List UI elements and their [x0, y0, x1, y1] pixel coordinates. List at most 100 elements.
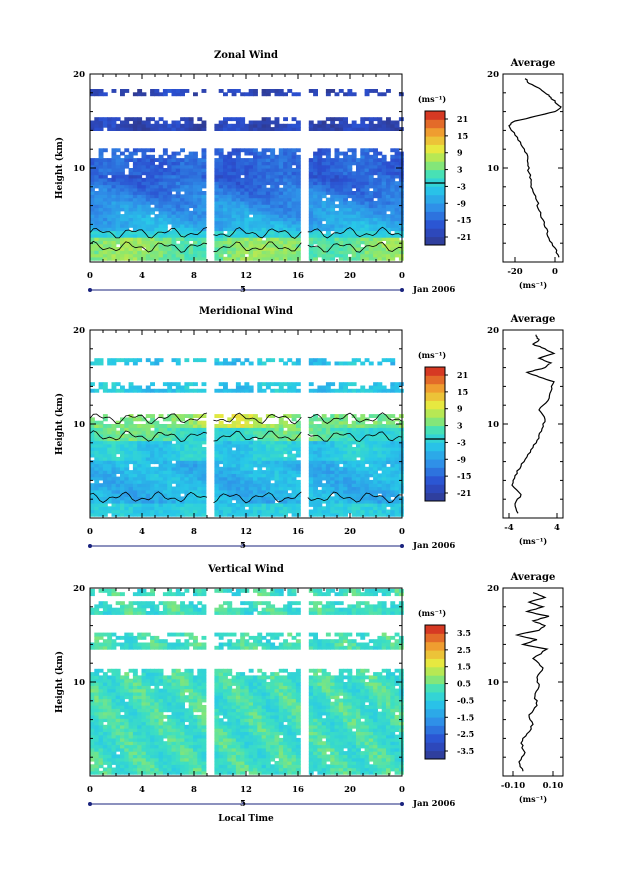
heatmap-cell [94, 253, 100, 258]
heatmap-cell [317, 440, 323, 445]
heatmap-cell [394, 385, 400, 390]
heatmap-cell [257, 437, 263, 442]
heatmap-cell [356, 253, 361, 258]
heatmap-cell [235, 217, 241, 222]
x-tick-label: 12 [240, 527, 252, 537]
heatmap-cell [278, 204, 284, 209]
heatmap-cell [265, 256, 271, 261]
heatmap-cell [351, 512, 357, 517]
heatmap-cell [154, 256, 160, 261]
heatmap-cell [351, 227, 357, 232]
heatmap-cell [223, 361, 228, 366]
heatmap-cell [188, 433, 194, 438]
heatmap-cell [145, 197, 151, 202]
heatmap-cell [334, 427, 340, 432]
heatmap-cell [231, 253, 237, 258]
heatmap-cell [261, 509, 267, 514]
heatmap-cell [171, 120, 177, 125]
heatmap-cell [90, 496, 95, 501]
heatmap-cell [132, 430, 138, 435]
heatmap-cell [240, 210, 246, 215]
heatmap-cell [377, 479, 383, 484]
heatmap-cell [347, 424, 353, 428]
heatmap-cell [381, 233, 387, 238]
heatmap-cell [132, 233, 138, 238]
profile-y-tick-label: 20 [487, 70, 499, 80]
heatmap-cell [223, 200, 228, 205]
heatmap-cell [287, 200, 293, 205]
heatmap-cell [386, 453, 391, 458]
heatmap-cell [360, 479, 366, 484]
heatmap-cell [291, 247, 297, 251]
heatmap-cell [325, 453, 331, 458]
heatmap-cell [111, 479, 117, 484]
heatmap-cell [175, 476, 181, 481]
heatmap-cell [313, 417, 318, 422]
heatmap-cell [248, 200, 254, 205]
heatmap-cell [291, 168, 297, 172]
heatmap-cell [283, 463, 288, 468]
heatmap-cell [368, 385, 374, 390]
heatmap-cell [132, 120, 138, 125]
heatmap-cell [145, 187, 151, 192]
heatmap-cell [98, 243, 104, 248]
heatmap-cell [167, 427, 173, 432]
heatmap-cell [334, 361, 340, 366]
heatmap-cell [175, 493, 181, 497]
heatmap-cell [360, 204, 366, 209]
heatmap-cell [94, 433, 100, 438]
heatmap-cell [231, 243, 237, 248]
heatmap-cell [98, 256, 104, 261]
heatmap-cell [102, 253, 108, 258]
heatmap-cell [102, 168, 108, 172]
heatmap-cell [321, 361, 327, 366]
heatmap-cell [360, 148, 366, 153]
heatmap-cell [124, 427, 130, 432]
heatmap-cell [283, 158, 288, 162]
heatmap-cell [218, 479, 224, 484]
heatmap-cell [274, 210, 280, 215]
heatmap-cell [381, 476, 387, 481]
heatmap-cell [223, 223, 228, 228]
heatmap-cell [115, 358, 121, 363]
heatmap-cell [102, 194, 108, 199]
heatmap-cell [193, 177, 198, 182]
heatmap-cell [154, 184, 160, 189]
heatmap-cell [373, 240, 378, 245]
heatmap-cell [193, 489, 198, 494]
heatmap-cell [313, 154, 318, 159]
heatmap-cell [115, 177, 121, 182]
heatmap-cell [188, 479, 194, 484]
heatmap-cell [373, 489, 378, 494]
heatmap-cell [394, 223, 400, 228]
heatmap-cell [141, 450, 147, 455]
heatmap-cell [107, 194, 113, 199]
heatmap-cell [330, 450, 336, 455]
heatmap-cell [257, 479, 263, 484]
heatmap-cell [184, 440, 190, 445]
heatmap-cell [295, 479, 301, 484]
heatmap-cell [253, 123, 258, 128]
heatmap-cell [227, 243, 233, 248]
heatmap-cell [158, 253, 164, 258]
heatmap-cell [338, 473, 344, 478]
heatmap-cell [235, 512, 241, 517]
heatmap-cell [111, 237, 117, 241]
colorbar-tick-label: 15 [457, 387, 468, 397]
heatmap-cell [356, 450, 361, 455]
heatmap-cell [145, 233, 151, 238]
heatmap-cell [390, 171, 396, 176]
heatmap-cell [150, 174, 155, 179]
heatmap-cell [124, 243, 130, 248]
heatmap-cell [248, 177, 254, 182]
heatmap-cell [364, 187, 370, 192]
heatmap-cell [287, 433, 293, 438]
heatmap-cell [201, 414, 207, 418]
heatmap-cell [150, 240, 155, 245]
heatmap-cell [193, 499, 198, 504]
heatmap-cell [240, 253, 246, 258]
heatmap-cell [240, 447, 246, 451]
heatmap-cell [128, 223, 134, 228]
heatmap-cell [394, 233, 400, 238]
heatmap-cell [317, 450, 323, 455]
